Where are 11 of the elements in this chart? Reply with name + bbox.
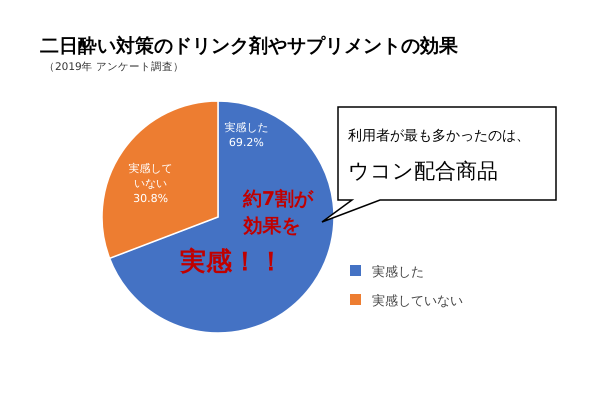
data-label: 実感していない 30.8% bbox=[128, 162, 173, 205]
chart-subtitle: （2019年 アンケート調査） bbox=[44, 60, 184, 73]
text: ウコン配合商品 bbox=[348, 159, 498, 183]
chart-title: 二日酔い対策のドリンク剤やサプリメントの効果 bbox=[40, 35, 459, 57]
text: 利用者が最も多かったのは、 bbox=[348, 128, 530, 144]
legend-label: 実感した bbox=[372, 264, 424, 280]
text: 実感！！ bbox=[179, 247, 284, 277]
text: 約7割が bbox=[242, 188, 314, 210]
text: 効果を bbox=[242, 215, 300, 237]
data-label: 実感した 69.2% bbox=[224, 120, 268, 149]
legend-label: 実感していない bbox=[372, 293, 463, 309]
